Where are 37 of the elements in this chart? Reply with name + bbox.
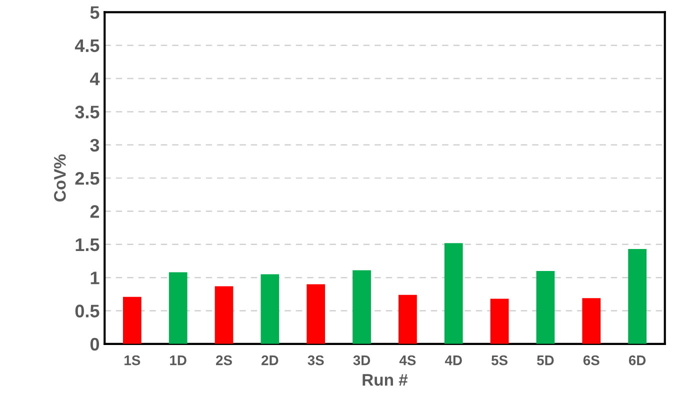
bar: [214, 286, 234, 344]
y-tick-label: 2: [90, 205, 100, 218]
y-tick-label: 2.5: [75, 172, 100, 185]
x-tick-label: 6S: [583, 355, 600, 366]
x-axis-title: Run #: [362, 374, 408, 386]
x-tick-label: 5S: [491, 355, 508, 366]
bar: [168, 272, 188, 344]
y-tick-label: 4.5: [74, 40, 100, 52]
y-tick-label: 4: [90, 72, 100, 86]
y-tick-label: 0.5: [75, 304, 100, 318]
bar: [260, 274, 280, 344]
y-tick-label: 3.5: [75, 106, 100, 118]
y-tick-label: 3: [90, 138, 100, 152]
y-tick-label: 1.5: [76, 238, 100, 252]
x-tick-label: 6D: [628, 355, 646, 366]
x-tick-label: 3S: [308, 355, 324, 366]
x-tick-label: 3D: [353, 355, 370, 366]
x-tick-label: 5D: [537, 356, 554, 366]
bar: [536, 270, 555, 344]
x-tick-label: 1D: [170, 356, 186, 366]
bar: [490, 298, 509, 344]
y-tick-label: 5: [90, 6, 100, 19]
bar: [582, 298, 601, 344]
x-tick-label: 2S: [216, 355, 232, 366]
x-tick-label: 1S: [124, 355, 140, 366]
x-tick-label: 4S: [399, 355, 416, 366]
bar: [352, 270, 371, 344]
bar: [628, 249, 647, 344]
bar: [398, 294, 417, 344]
x-tick-label: 4D: [444, 356, 462, 366]
y-tick-label: 1: [90, 272, 100, 284]
bar: [122, 296, 142, 344]
bar: [444, 243, 463, 344]
x-tick-label: 2D: [262, 355, 278, 366]
y-tick-label: 0: [90, 338, 100, 351]
bar: [306, 284, 326, 344]
y-axis-title: CoV%: [54, 154, 66, 202]
